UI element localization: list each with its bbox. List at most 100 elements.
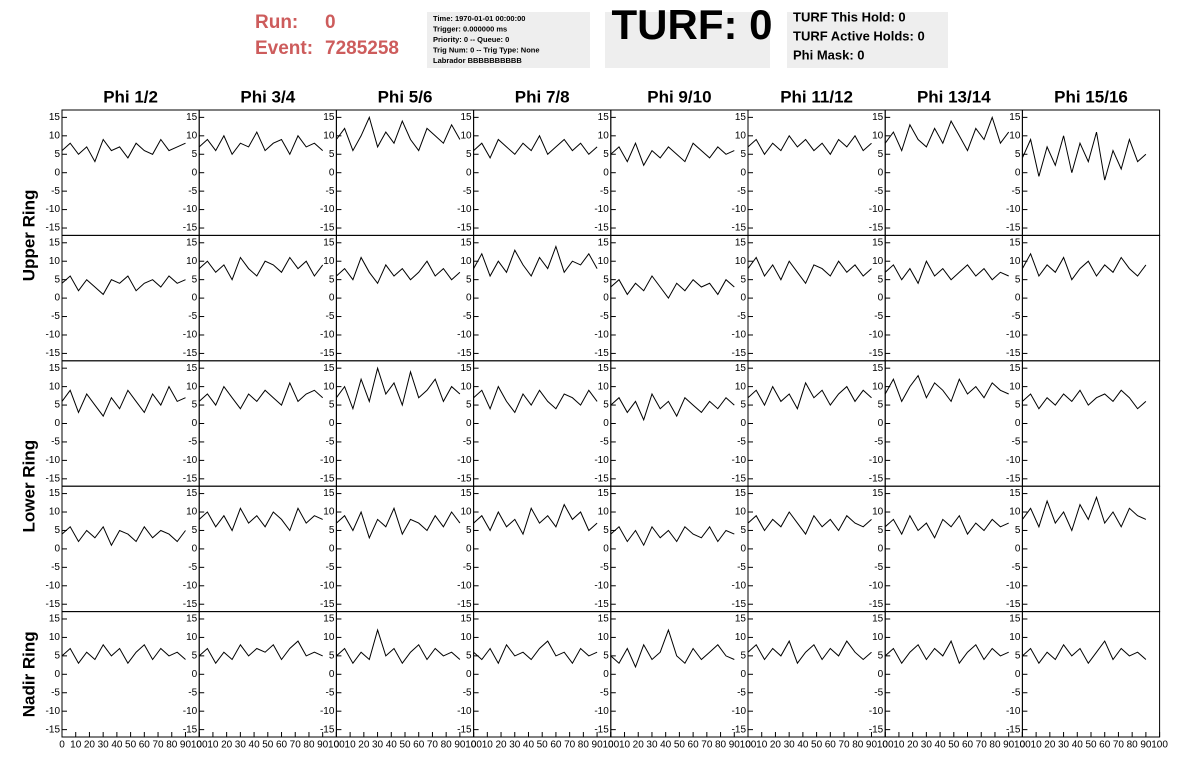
run-value: 0	[325, 12, 336, 33]
x-tick-label: 60	[550, 740, 562, 751]
y-tick-label: 5	[329, 274, 335, 285]
y-tick-label: -15	[594, 724, 609, 735]
y-tick-label: 5	[1015, 650, 1021, 661]
waveform	[61, 138, 186, 163]
x-tick-label: 70	[1113, 740, 1125, 751]
y-tick-label: -5	[737, 562, 746, 573]
y-tick-label: -10	[1006, 330, 1021, 341]
panel-frame	[335, 234, 475, 362]
y-tick-label: -10	[869, 706, 884, 717]
y-tick-label: 5	[466, 650, 472, 661]
y-tick-label: 15	[598, 363, 610, 374]
y-tick-label: 5	[878, 525, 884, 536]
y-tick-label: 15	[49, 112, 61, 123]
panel-frame	[473, 360, 612, 487]
y-tick-label: -15	[1006, 724, 1021, 735]
y-tick-label: 0	[1015, 669, 1021, 680]
y-tick-label: 15	[598, 237, 610, 248]
y-tick-label: -15	[594, 473, 609, 484]
x-tick-label: 30	[1058, 740, 1070, 751]
y-tick-label: 5	[54, 274, 60, 285]
x-tick-label: 30	[646, 740, 658, 751]
x-tick-label: 70	[701, 740, 713, 751]
y-tick-label: -10	[320, 706, 335, 717]
y-tick-label: 10	[186, 130, 198, 141]
y-tick-label: -15	[594, 599, 609, 610]
y-tick-label: -15	[869, 724, 884, 735]
event-value: 7285258	[325, 38, 399, 59]
y-tick-label: -15	[457, 473, 472, 484]
y-tick-label: -10	[732, 330, 747, 341]
info-line: Time: 1970-01-01 00:00:00	[433, 14, 525, 23]
x-tick-label: 80	[303, 740, 315, 751]
y-tick-label: -10	[320, 204, 335, 215]
x-tick-label: 80	[578, 740, 590, 751]
y-tick-label: 0	[192, 293, 198, 304]
y-tick-label: 5	[603, 274, 609, 285]
y-tick-label: 5	[329, 149, 335, 160]
y-tick-label: 15	[460, 614, 472, 625]
waveform	[610, 525, 735, 547]
y-tick-label: 10	[598, 381, 610, 392]
x-tick-label: 60	[962, 740, 974, 751]
info-line: Priority: 0 -- Queue: 0	[433, 35, 509, 44]
y-tick-label: 15	[735, 488, 747, 499]
waveform	[1022, 640, 1147, 665]
y-tick-label: 15	[735, 363, 747, 374]
y-tick-label: -5	[874, 687, 883, 698]
x-tick-label: 80	[1127, 740, 1139, 751]
x-tick-label: 0	[608, 740, 614, 751]
waveform	[1021, 495, 1147, 532]
waveform	[198, 507, 323, 532]
y-tick-label: 0	[1015, 293, 1021, 304]
panel-frame	[747, 485, 886, 613]
y-tick-label: -5	[737, 687, 746, 698]
y-tick-label: 0	[878, 167, 884, 178]
panel-frame	[884, 611, 1023, 738]
y-tick-label: -5	[325, 687, 334, 698]
y-tick-label: 10	[872, 632, 884, 643]
y-tick-label: -10	[46, 455, 61, 466]
x-tick-label: 40	[523, 740, 535, 751]
column-title: Phi 7/8	[515, 87, 570, 106]
x-tick-label: 80	[989, 740, 1001, 751]
y-tick-label: -10	[594, 706, 609, 717]
x-tick-label: 90	[454, 740, 466, 751]
y-tick-label: -5	[600, 562, 609, 573]
x-tick-label: 70	[976, 740, 988, 751]
y-tick-label: -10	[457, 455, 472, 466]
x-tick-label: 100	[740, 740, 757, 751]
x-tick-label: 30	[235, 740, 247, 751]
x-tick-label: 40	[249, 740, 261, 751]
y-tick-label: 10	[872, 256, 884, 267]
x-tick-label: 60	[413, 740, 425, 751]
y-tick-label: 0	[740, 669, 746, 680]
waveform	[61, 525, 186, 547]
x-tick-label: 0	[334, 740, 340, 751]
x-tick-label: 80	[441, 740, 453, 751]
y-tick-label: -15	[732, 348, 747, 359]
y-tick-label: 5	[54, 525, 60, 536]
y-tick-label: -15	[869, 599, 884, 610]
y-tick-label: -10	[320, 580, 335, 591]
y-tick-label: -15	[594, 348, 609, 359]
y-tick-label: 10	[598, 632, 610, 643]
y-tick-label: -10	[594, 455, 609, 466]
y-tick-label: 10	[460, 507, 472, 518]
y-tick-label: -5	[874, 437, 883, 448]
y-tick-label: -15	[46, 599, 61, 610]
y-tick-label: 15	[186, 237, 198, 248]
panel-frame	[884, 485, 1023, 613]
waveform	[747, 511, 872, 536]
y-tick-label: 10	[49, 381, 61, 392]
y-tick-label: 5	[603, 400, 609, 411]
y-tick-label: -15	[320, 473, 335, 484]
x-tick-label: 50	[948, 740, 960, 751]
waveform	[473, 385, 598, 414]
ring-label: Nadir Ring	[19, 631, 38, 717]
panel-frame	[473, 109, 612, 236]
x-tick-label: 90	[317, 740, 329, 751]
waveform	[884, 260, 1009, 285]
y-tick-label: 10	[735, 381, 747, 392]
